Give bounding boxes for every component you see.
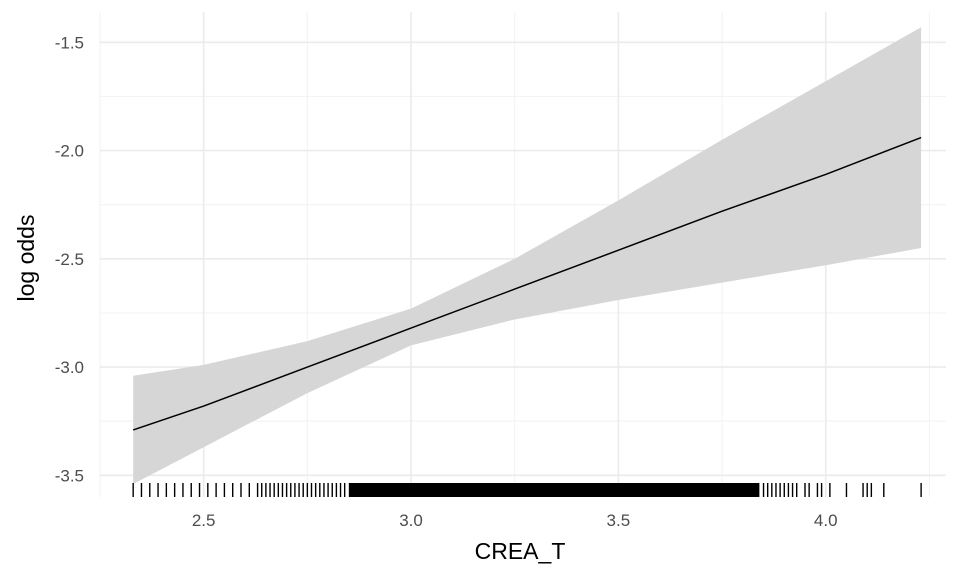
x-tick-label: 3.0 xyxy=(399,511,423,530)
y-tick-labels: -3.5 -3.0 -2.5 -2.0 -1.5 xyxy=(55,33,84,485)
y-tick-label: -2.5 xyxy=(55,250,84,269)
x-tick-labels: 2.5 3.0 3.5 4.0 xyxy=(192,511,838,530)
rug-layer xyxy=(132,483,922,497)
y-tick-label: -2.0 xyxy=(55,142,84,161)
x-axis-title: CREA_T xyxy=(475,538,566,564)
y-tick-label: -1.5 xyxy=(55,33,84,52)
confidence-band xyxy=(133,27,922,484)
y-axis-title: log odds xyxy=(13,215,39,302)
confidence-band-layer xyxy=(133,27,922,484)
fit-line xyxy=(132,136,922,431)
rug-dense-block xyxy=(348,483,760,497)
x-tick-label: 3.5 xyxy=(607,511,631,530)
y-tick-label: -3.5 xyxy=(55,466,84,485)
fit-line-layer xyxy=(132,136,922,431)
x-tick-label: 2.5 xyxy=(192,511,216,530)
x-tick-label: 4.0 xyxy=(814,511,838,530)
y-tick-label: -3.0 xyxy=(55,358,84,377)
